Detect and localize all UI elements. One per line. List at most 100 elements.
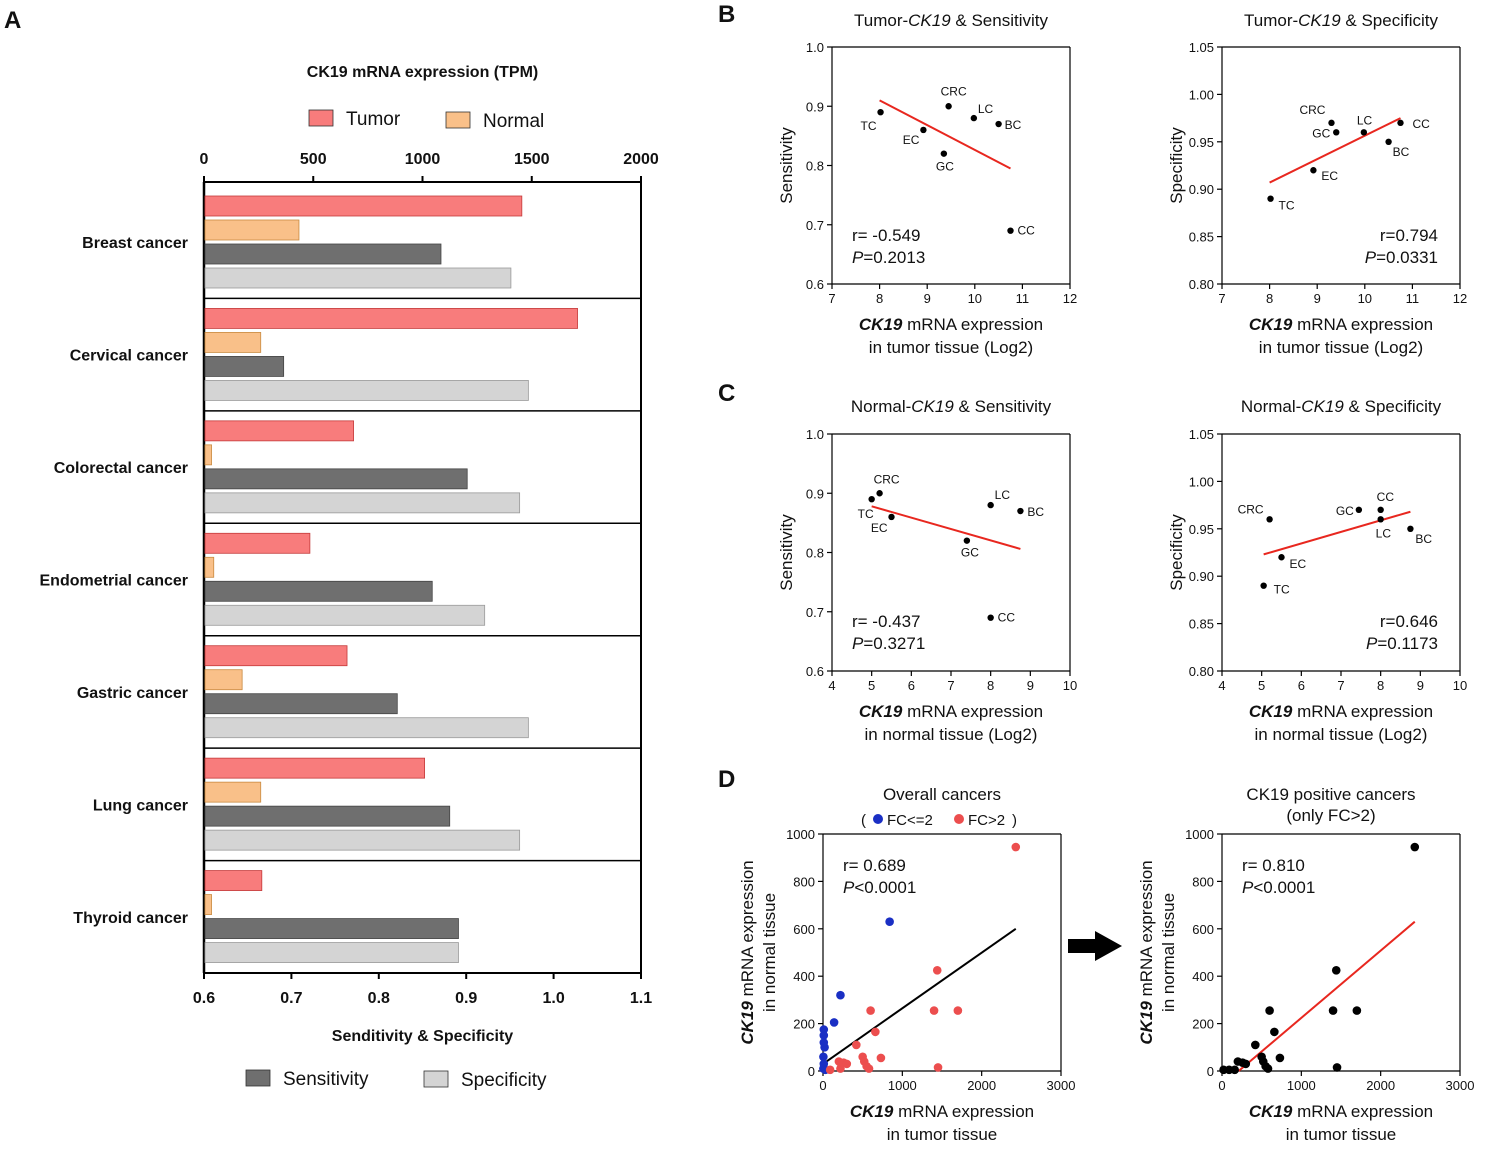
y-tick-label: 0 <box>1207 1064 1214 1079</box>
bottom-axis-tick-label: 0.8 <box>368 990 390 1007</box>
text-span: mRNA expression <box>893 1102 1034 1121</box>
data-point-blue <box>829 1018 839 1027</box>
category-label: Breast cancer <box>82 235 188 252</box>
text-span: P <box>1365 248 1377 267</box>
chart-a-xlabel: Senditivity & Specificity <box>332 1028 513 1045</box>
data-point <box>868 495 875 503</box>
bar-specificity <box>204 604 486 626</box>
y-tick-label: 800 <box>1192 874 1214 889</box>
text-span: P <box>1366 634 1378 653</box>
top-axis-tick-label: 2000 <box>623 151 659 168</box>
text-span: mRNA expression <box>1292 1102 1433 1121</box>
data-point <box>1017 507 1024 515</box>
bar-tumor <box>204 870 263 891</box>
text-span: <0.0001 <box>1253 878 1315 897</box>
data-point-label: BC <box>1393 145 1410 159</box>
y-tick-label: 1.05 <box>1189 40 1214 55</box>
x-axis-label-line2: in tumor tissue <box>1286 1125 1397 1144</box>
data-point <box>1263 1064 1273 1073</box>
stat-r: r= -0.549 <box>852 226 921 245</box>
y-tick-label: 600 <box>1192 922 1214 937</box>
y-tick-label: 1.0 <box>806 40 824 55</box>
data-point-red <box>864 1064 874 1073</box>
data-point <box>1278 554 1285 561</box>
data-point-blue <box>885 917 894 926</box>
data-point-label: EC <box>1321 169 1338 183</box>
text-span: mRNA expression <box>738 860 757 1001</box>
data-point-red <box>866 1006 875 1015</box>
x-tick-label: 11 <box>1016 291 1030 306</box>
legend-tumor-label: Tumor <box>346 109 401 130</box>
data-point <box>1251 1040 1260 1050</box>
top-axis-tick-label: 0 <box>200 151 209 168</box>
top-axis-tick-label: 1500 <box>514 151 550 168</box>
y-tick-label: 0.6 <box>806 664 824 679</box>
data-point-label: CC <box>1377 490 1395 504</box>
data-point <box>1355 506 1363 514</box>
regression-line <box>1269 117 1401 184</box>
bar-normal <box>204 894 212 915</box>
stat-p: P=0.3271 <box>852 634 925 653</box>
y-axis-label: Specificity <box>1167 514 1186 591</box>
panel-b-tumor-specificity: 7 8 9 10 11 120.800.850.900.951.001.05Tumor-C… <box>1167 11 1467 357</box>
x-tick-label: 12 <box>1453 291 1467 306</box>
data-point-label: TC <box>1274 583 1290 597</box>
bottom-axis-tick-label: 0.9 <box>455 990 477 1007</box>
x-tick-label: 2000 <box>967 1078 996 1093</box>
x-tick-label: 0 <box>819 1078 826 1093</box>
data-point <box>1331 965 1341 975</box>
bar-sensitivity <box>204 693 398 715</box>
data-point-label: CRC <box>941 84 967 98</box>
x-axis-label-line2: in tumor tissue <box>887 1125 998 1144</box>
panel-a-bar-chart: CK19 mRNA expression (TPM) Tumor Normal 0 50… <box>40 64 659 1091</box>
x-tick-label: 8 <box>1266 291 1273 306</box>
data-point-red <box>834 1057 844 1066</box>
panel-letter-b: B <box>718 1 735 28</box>
y-tick-label: 0.90 <box>1189 182 1214 197</box>
text-span: mRNA expression <box>1292 702 1433 721</box>
data-point-blue <box>819 1038 829 1047</box>
x-tick-label: 7 <box>947 678 954 693</box>
y-tick-label: 200 <box>793 1017 815 1032</box>
y-tick-label: 0.8 <box>806 546 824 561</box>
x-axis-label: CK19 mRNA expression <box>850 1102 1034 1121</box>
data-point-label: TC <box>1279 199 1295 213</box>
x-tick-label: 8 <box>987 678 994 693</box>
panel-d-ck19-positive: 0 1000 2000 3000 0 200 400 600 800 1000 CK19 posit… <box>1137 785 1474 1144</box>
x-axis-label: CK19 mRNA expression <box>859 702 1043 721</box>
stat-r: r= 0.810 <box>1242 856 1305 875</box>
bar-tumor <box>204 757 425 779</box>
text-span: CK19 <box>1298 11 1341 30</box>
category-label: Lung cancer <box>93 797 188 814</box>
bar-tumor <box>204 195 523 217</box>
bottom-axis-tick-label: 1.1 <box>630 990 652 1007</box>
data-point <box>1233 1057 1243 1066</box>
y-tick-label: 400 <box>1192 969 1214 984</box>
bottom-axis-tick-label: 0.7 <box>280 990 302 1007</box>
y-tick-label: 0.95 <box>1189 522 1214 537</box>
bar-sensitivity <box>204 580 433 602</box>
y-axis-label: Sensitivity <box>777 514 796 591</box>
y-tick-label: 0.7 <box>806 605 824 620</box>
text-span: mRNA expression <box>1137 860 1156 1001</box>
x-tick-label: 5 <box>1258 678 1265 693</box>
legend-red-dot <box>954 814 964 824</box>
data-point-red <box>953 1006 963 1015</box>
data-point <box>1266 516 1273 523</box>
text-span: & Sensitivity <box>951 11 1049 30</box>
bottom-axis-tick-label: 0.6 <box>193 990 215 1007</box>
data-point-red <box>836 1064 845 1073</box>
y-axis-label-line2: in normal tissue <box>760 893 779 1012</box>
data-point <box>920 126 927 134</box>
data-point <box>1007 227 1014 234</box>
x-tick-label: 9 <box>1314 291 1321 306</box>
x-tick-label: 10 <box>1453 678 1467 693</box>
data-point <box>1270 1027 1279 1037</box>
text-span: P <box>1242 878 1254 897</box>
bar-tumor <box>204 532 311 554</box>
data-point-label: GC <box>1336 504 1354 518</box>
data-point <box>1410 842 1420 852</box>
x-tick-label: 2000 <box>1366 1078 1395 1093</box>
data-point <box>1397 119 1404 127</box>
text-span: CK19 <box>911 397 954 416</box>
